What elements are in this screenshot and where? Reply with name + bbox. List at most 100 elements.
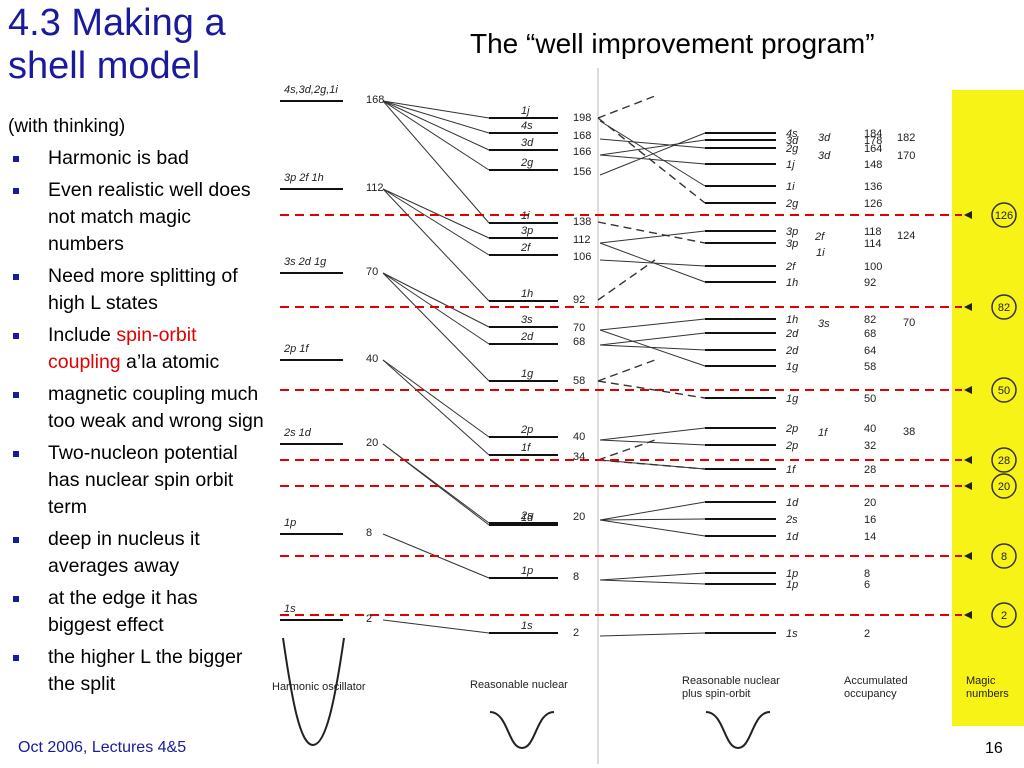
bullet-item: Two-nucleon potential has nuclear spin o… <box>10 440 265 521</box>
rn-level-label: 1g <box>521 368 534 380</box>
ho-level-label: 1p <box>284 517 296 529</box>
accumulated-count: 136 <box>864 181 882 193</box>
so-level-label: 2f <box>785 261 796 273</box>
slide-subtitle: (with thinking) <box>8 116 126 137</box>
bullet-text: Two-nucleon potential has nuclear spin o… <box>48 442 238 518</box>
magic-number-circle <box>991 602 1017 628</box>
rn-to-so-connector <box>599 318 706 331</box>
so-level-label: 2g <box>785 198 799 210</box>
so-level-label: 2p <box>785 423 798 435</box>
rn-count: 198 <box>573 112 591 124</box>
ho-level-label: 3s 2d 1g <box>284 256 327 268</box>
accumulated-count: 6 <box>864 579 870 591</box>
magic-number-circle <box>991 543 1017 569</box>
bullet-square-icon <box>13 274 19 280</box>
bullet-square-icon <box>13 156 19 162</box>
figure-title: The “well improvement program” <box>470 28 875 59</box>
rn-count: 138 <box>573 216 591 228</box>
rn-to-so-connector <box>599 501 706 521</box>
dashed-connector <box>597 117 706 204</box>
accumulated-count: 64 <box>864 345 876 357</box>
rn-level-label: 2f <box>520 242 531 254</box>
accumulated-count: 28 <box>864 464 876 476</box>
so-level-label: 1p <box>786 579 798 591</box>
rn-count: 92 <box>573 294 585 306</box>
rn-level-label: 2d <box>520 331 534 343</box>
bullet-square-icon <box>13 596 19 602</box>
ho-to-rn-connector <box>382 188 490 239</box>
magic-number-circle <box>991 473 1017 499</box>
ho-level-count: 8 <box>366 527 372 539</box>
rn-to-so-connector <box>599 138 706 149</box>
magic-number-label: 50 <box>998 385 1010 397</box>
rn-count: 112 <box>573 234 591 246</box>
so-level-label: 3d <box>786 135 799 147</box>
accumulated-count: 40 <box>864 423 876 435</box>
bullet-square-icon <box>13 537 19 543</box>
accumulated-count: 118 <box>864 226 882 238</box>
accumulated-count: 184 <box>864 128 882 140</box>
ho-to-rn-connector <box>382 443 490 526</box>
ho-level-label: 2s 1d <box>283 427 312 439</box>
bullet-text: deep in nucleus it averages away <box>48 528 200 577</box>
so-level-label: 1g <box>786 361 799 373</box>
bullet-highlight-text: spin-orbit coupling <box>48 324 197 373</box>
rn-count: 2 <box>573 627 579 639</box>
accumulated-count: 68 <box>864 328 876 340</box>
rn-to-so-connector <box>599 332 706 346</box>
so-level-label: 3p <box>786 226 798 238</box>
ho-to-rn-connector <box>382 272 490 382</box>
so-level-label: 2d <box>785 328 799 340</box>
rn-to-so-connector <box>599 427 706 441</box>
bullet-item: deep in nucleus it averages away <box>10 526 265 580</box>
bullet-item: Need more splitting of high L states <box>10 263 265 317</box>
magic-number-label: 20 <box>998 481 1010 493</box>
ho-level-count: 40 <box>366 353 378 365</box>
ho-to-rn-connector <box>382 100 490 151</box>
ho-to-rn-connector <box>382 619 490 634</box>
rn-count: 8 <box>573 571 579 583</box>
so-level-label: 2d <box>785 345 799 357</box>
arrow-left-icon <box>964 386 972 394</box>
rn-count: 106 <box>573 251 591 263</box>
rn-count: 166 <box>573 146 591 158</box>
magic-number-circle <box>991 294 1017 320</box>
ho-to-rn-connector <box>382 188 490 256</box>
rn-count: 70 <box>573 322 585 334</box>
rn-level-label: 1p <box>521 565 533 577</box>
magic-number-label: 82 <box>998 302 1010 314</box>
bullet-item: at the edge it has biggest effect <box>10 585 265 639</box>
magic-number-circle <box>991 447 1017 473</box>
so-level-label: 1f <box>786 464 796 476</box>
bullet-text: Harmonic is bad <box>48 147 189 169</box>
rn-count: 34 <box>573 451 585 463</box>
accumulated-count: 14 <box>864 531 876 543</box>
ho-level-count: 70 <box>366 266 378 278</box>
ho-to-rn-connector <box>382 188 490 302</box>
rn-count: 58 <box>573 375 585 387</box>
bullet-text: Even realistic well does not match magic… <box>48 179 251 255</box>
rn-level-label: 2s <box>520 510 533 522</box>
dashed-connector <box>597 380 706 399</box>
rn-level-label: 1h <box>521 288 533 300</box>
accumulated-side-count: 182 <box>897 132 915 144</box>
rn-level-label: 1f <box>521 442 531 454</box>
accumulated-count: 178 <box>864 135 882 147</box>
accumulated-count: 114 <box>864 238 882 250</box>
magic-number-circle <box>991 377 1017 403</box>
ho-to-rn-connector <box>382 100 490 119</box>
bullet-square-icon <box>13 655 19 661</box>
accumulated-count: 32 <box>864 440 876 452</box>
magic-number-circle <box>991 202 1017 228</box>
harmonic-column-label: Harmonic oscillator <box>272 681 366 693</box>
magic-numbers-band <box>952 90 1024 726</box>
arrow-left-icon <box>964 552 972 560</box>
spin-orbit-well-curve <box>705 711 771 750</box>
arrow-left-icon <box>964 611 972 619</box>
accumulated-side-count: 170 <box>897 150 915 162</box>
so-level-label: 2s <box>785 514 798 526</box>
bullet-text-tail: a’la atomic <box>120 351 220 373</box>
so-level-label: 1p <box>786 568 798 580</box>
so-group-label: 3d <box>818 132 831 144</box>
magic-number-label: 8 <box>1001 551 1007 563</box>
